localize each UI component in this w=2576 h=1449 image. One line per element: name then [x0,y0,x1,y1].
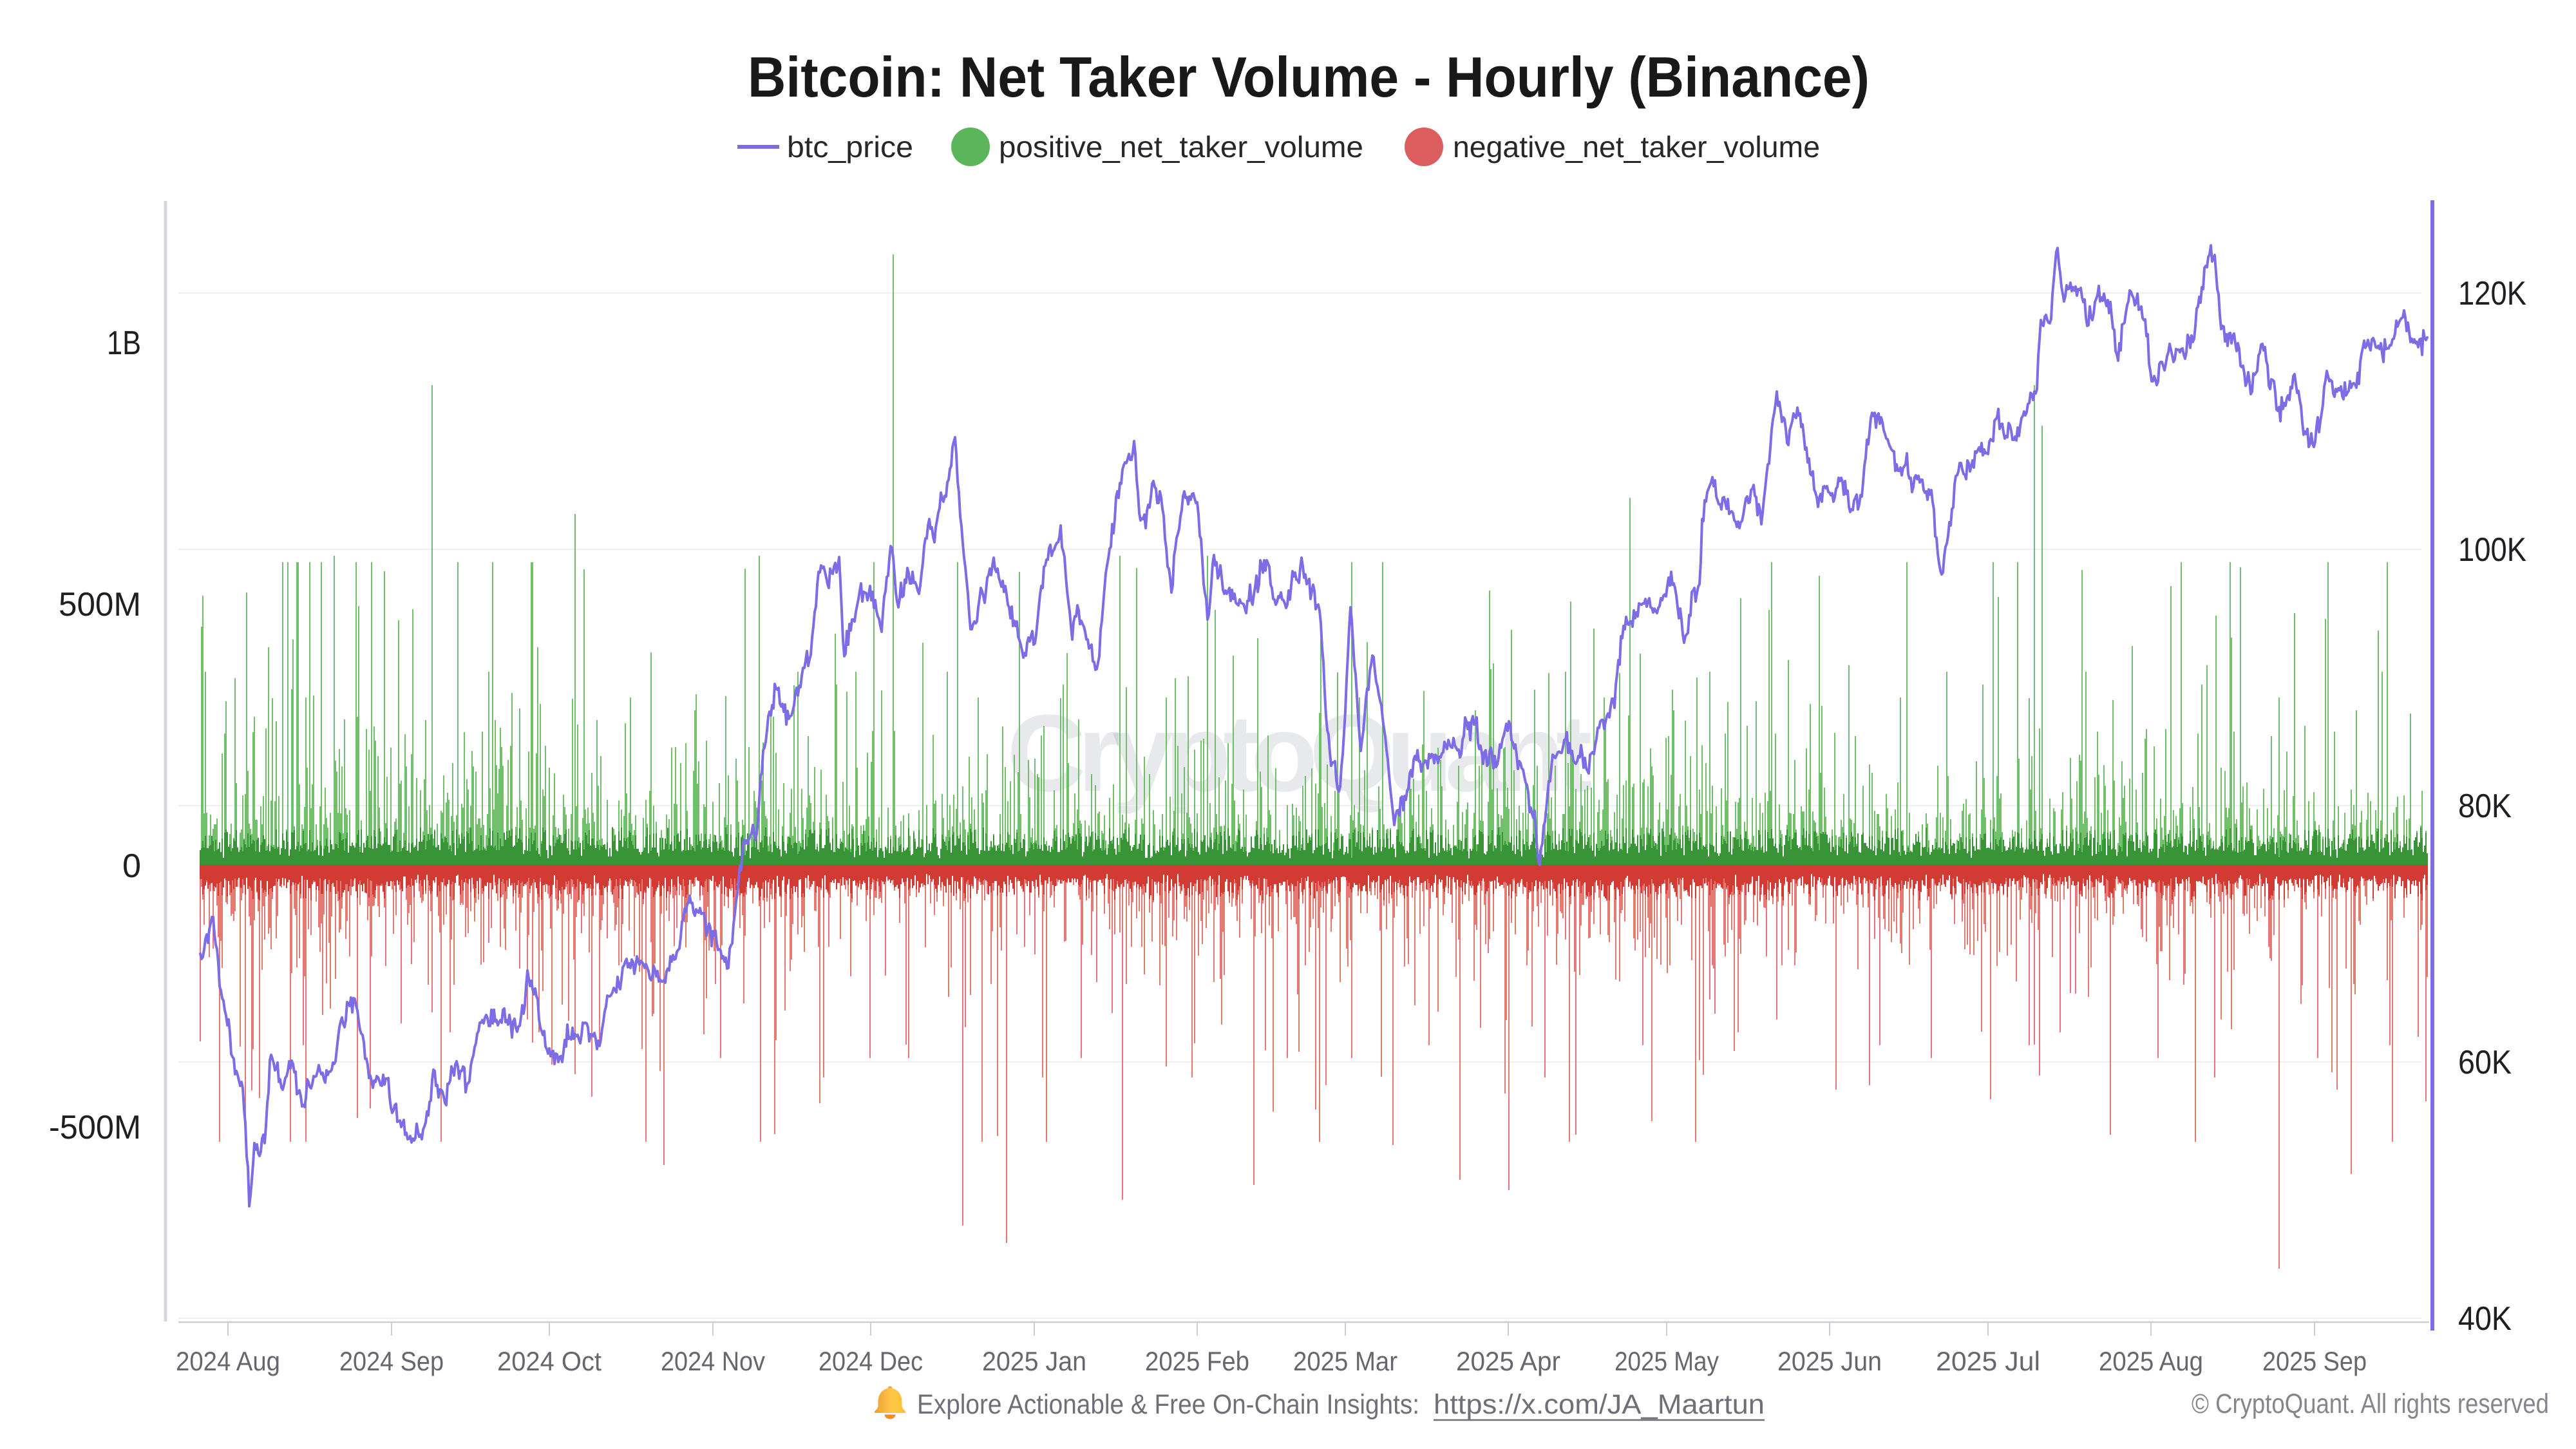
svg-text:120K: 120K [2458,275,2526,312]
svg-text:2025 May: 2025 May [1615,1346,1719,1376]
svg-text:2025 Jan: 2025 Jan [982,1346,1086,1376]
svg-text:© CryptoQuant. All rights rese: © CryptoQuant. All rights reserved [2192,1388,2549,1419]
svg-text:2025 Jul: 2025 Jul [1936,1346,2040,1376]
svg-text:2025 Aug: 2025 Aug [2099,1346,2203,1376]
svg-text:500M: 500M [59,586,141,623]
svg-text:2024 Nov: 2024 Nov [661,1346,765,1376]
svg-text:https://x.com/JA_Maartun: https://x.com/JA_Maartun [1434,1389,1765,1420]
svg-text:0: 0 [122,848,141,885]
svg-text:40K: 40K [2458,1300,2512,1338]
svg-text:2025 Feb: 2025 Feb [1145,1346,1249,1376]
svg-text:CryptoQuant: CryptoQuant [1007,692,1593,815]
svg-text:1B: 1B [107,325,141,362]
svg-text:-500M: -500M [49,1109,141,1146]
svg-text:positive_net_taker_volume: positive_net_taker_volume [999,130,1363,164]
svg-text:2025 Sep: 2025 Sep [2262,1346,2367,1376]
svg-text:2024 Oct: 2024 Oct [497,1346,601,1376]
svg-text:2024 Dec: 2024 Dec [819,1346,923,1376]
svg-text:btc_price: btc_price [787,130,913,164]
svg-text:2024 Aug: 2024 Aug [176,1346,280,1376]
svg-text:80K: 80K [2458,788,2512,825]
svg-text:100K: 100K [2458,531,2526,569]
svg-text:Bitcoin: Net Taker Volume - Ho: Bitcoin: Net Taker Volume - Hourly (Bina… [748,45,1870,109]
svg-text:2025 Apr: 2025 Apr [1456,1346,1560,1376]
svg-text:negative_net_taker_volume: negative_net_taker_volume [1453,130,1820,164]
svg-text:2024 Sep: 2024 Sep [339,1346,444,1376]
svg-text:2025 Mar: 2025 Mar [1293,1346,1397,1376]
svg-text:2025 Jun: 2025 Jun [1777,1346,1882,1376]
svg-text:60K: 60K [2458,1044,2512,1081]
svg-text:Explore Actionable & Free On-C: Explore Actionable & Free On-Chain Insig… [917,1389,1419,1420]
